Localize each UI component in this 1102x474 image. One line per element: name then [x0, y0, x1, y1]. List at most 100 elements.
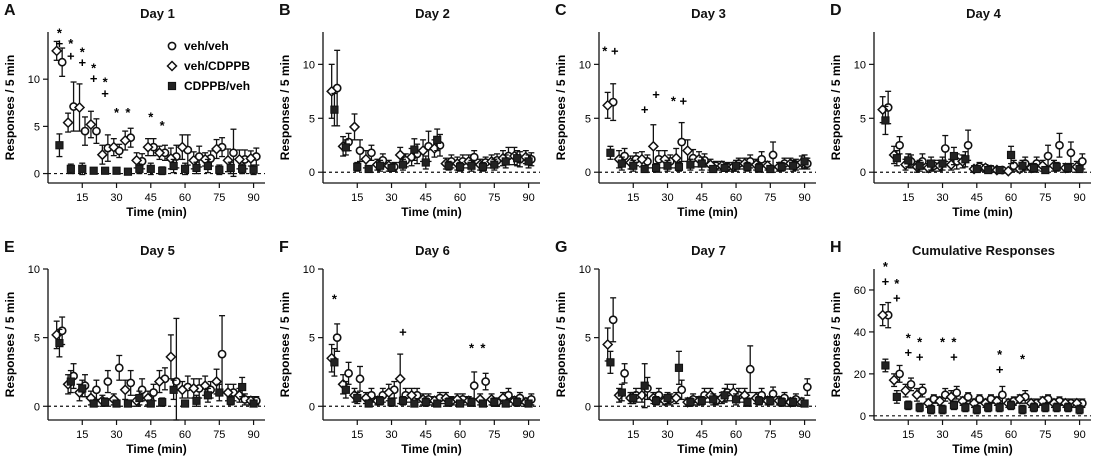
data-point	[73, 101, 86, 114]
y-tick-label: 0	[309, 401, 315, 413]
data-point	[353, 393, 362, 403]
data-point	[165, 351, 177, 363]
data-point	[444, 161, 453, 170]
y-tick-label: 10	[303, 264, 315, 276]
data-point	[1018, 405, 1027, 414]
data-point	[355, 146, 365, 156]
data-point	[410, 145, 419, 154]
x-tick-label: 60	[179, 429, 191, 441]
data-point	[802, 382, 812, 392]
data-point	[238, 164, 247, 173]
data-point	[636, 153, 648, 165]
panel-C: C Day 3 0 5 10 15 30 45 60 75 90 Time (min) Respon…	[551, 0, 826, 237]
data-point	[203, 161, 212, 171]
data-point	[608, 315, 618, 325]
data-point	[387, 398, 396, 407]
y-tick-label: 10	[28, 264, 40, 276]
data-point	[114, 363, 124, 373]
data-point	[211, 143, 223, 155]
data-point	[961, 155, 970, 164]
data-point	[709, 164, 718, 174]
x-tick-label: 45	[145, 192, 157, 204]
significance-mark: *	[906, 330, 912, 345]
x-tick-label: 75	[1039, 192, 1051, 204]
x-tick-label: 90	[798, 429, 810, 441]
data-point	[629, 161, 638, 170]
panel-title: Cumulative Responses	[911, 243, 1056, 258]
data-point	[743, 398, 752, 407]
y-tick-label: 0	[34, 401, 40, 413]
data-point	[353, 162, 362, 171]
data-point	[96, 149, 108, 161]
significance-mark: *	[1020, 351, 1026, 366]
data-point	[620, 368, 629, 378]
data-point	[226, 163, 235, 173]
data-point	[66, 164, 75, 173]
data-point	[513, 398, 522, 407]
data-point	[478, 399, 487, 408]
data-point	[686, 398, 695, 407]
data-point	[364, 164, 373, 174]
significance-mark: +	[916, 349, 924, 364]
data-point	[444, 398, 453, 407]
data-point	[513, 154, 522, 163]
chart-F: 0 5 10 15 30 45 60 75 90 Time (min) Responses / 5 …	[278, 264, 540, 456]
data-point	[217, 349, 227, 359]
data-point	[215, 388, 224, 397]
significance-mark: +	[652, 87, 660, 102]
legend-marker	[166, 60, 178, 72]
data-point	[674, 363, 684, 372]
data-point	[478, 162, 487, 171]
panel-title: Day 2	[415, 6, 450, 21]
data-point	[617, 388, 626, 397]
data-point	[677, 385, 687, 395]
data-point	[720, 163, 729, 173]
y-tick-label: 0	[585, 167, 591, 179]
x-axis-label: Time (min)	[401, 205, 461, 219]
data-point	[249, 399, 258, 408]
x-tick-label: 60	[454, 192, 466, 204]
data-point	[112, 166, 121, 175]
data-point	[123, 167, 133, 176]
data-point	[911, 389, 923, 401]
data-point	[949, 151, 959, 161]
y-tick-label: 5	[34, 333, 40, 345]
data-point	[961, 403, 970, 412]
data-point	[92, 126, 101, 136]
data-point	[490, 160, 499, 169]
panel-title: Day 1	[140, 6, 175, 21]
data-point	[192, 163, 201, 173]
data-point	[1075, 405, 1084, 414]
panel-letter: F	[279, 239, 289, 256]
chart-C: 0 5 10 15 30 45 60 75 90 Time (min) Responses / 5 …	[554, 32, 816, 219]
data-point	[455, 399, 465, 408]
data-point	[135, 393, 144, 403]
data-point	[114, 146, 124, 156]
data-point	[51, 45, 63, 57]
x-tick-label: 60	[179, 192, 191, 204]
significance-mark: +	[67, 48, 75, 63]
data-point	[78, 164, 87, 173]
data-point	[394, 373, 406, 385]
significance-mark: *	[917, 335, 923, 350]
data-point	[995, 165, 1004, 175]
significance-mark: *	[80, 45, 86, 60]
x-tick-label: 45	[696, 429, 708, 441]
x-axis-label: Time (min)	[677, 205, 737, 219]
data-point	[1041, 403, 1050, 412]
x-tick-label: 60	[1005, 429, 1017, 441]
x-tick-label: 90	[522, 192, 534, 204]
data-point	[1075, 164, 1084, 174]
panel-A: A Day 1 0 5 10 15 30 45 60 75 90 Time (min) Respon…	[0, 0, 275, 237]
significance-mark: * +	[602, 44, 619, 59]
significance-mark: +	[950, 349, 958, 364]
data-point	[682, 145, 694, 157]
x-tick-label: 60	[730, 192, 742, 204]
data-point	[892, 392, 901, 402]
data-point	[927, 159, 936, 168]
data-point	[433, 399, 442, 408]
data-point	[176, 141, 188, 153]
data-point	[754, 163, 763, 173]
significance-mark: *	[997, 347, 1003, 362]
data-point	[899, 385, 912, 397]
